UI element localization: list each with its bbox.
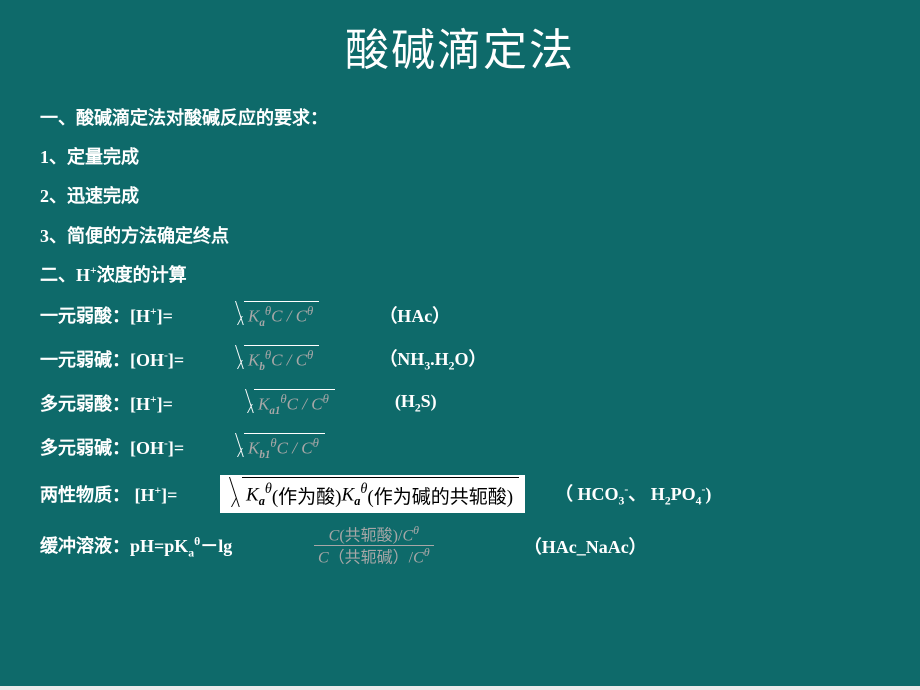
- sqrt-boxed-expr: Kaθ(作为酸)Kaθ(作为碱的共轭酸): [220, 475, 525, 513]
- eq-note: （ HCO3-、 H2PO4-): [555, 480, 711, 508]
- fraction-expr: C(共轭酸)/Cθ C（共轭碱）/Cθ: [314, 524, 434, 567]
- eq-row-poly-acid: 多元弱酸：[H+]= Ka1θC / Cθ (H2S): [40, 386, 880, 420]
- eq-label: 一元弱碱：[OH-]=: [40, 346, 230, 372]
- bottom-edge: [0, 686, 920, 690]
- eq-row-buffer: 缓冲溶液：pH=pKaθ－lg C(共轭酸)/Cθ C（共轭碱）/Cθ （HAc…: [40, 524, 880, 568]
- sqrt-expr: Ka1θC / Cθ: [240, 389, 335, 417]
- eq-label: 多元弱酸：[H+]=: [40, 390, 230, 416]
- slide: 酸碱滴定法 一、酸碱滴定法对酸碱反应的要求： 1、定量完成 2、迅速完成 3、简…: [0, 0, 920, 690]
- eq-label: 缓冲溶液：pH=pKaθ－lg: [40, 532, 296, 560]
- eq-label: 两性物质： [H+]=: [40, 481, 220, 507]
- sqrt-expr: Kb1θC / Cθ: [230, 433, 325, 461]
- eq-row-weak-acid: 一元弱酸：[H+]= KaθC / Cθ （HAc）: [40, 298, 880, 332]
- section1-item-1: 1、定量完成: [40, 145, 880, 170]
- eq-row-amphoteric: 两性物质： [H+]= Kaθ(作为酸)Kaθ(作为碱的共轭酸) （ HCO3-…: [40, 474, 880, 514]
- sqrt-expr: KaθC / Cθ: [230, 301, 319, 329]
- section2-heading: 二、H+浓度的计算: [40, 263, 880, 288]
- eq-note: （HAc）: [379, 302, 450, 328]
- eq-note: （HAc_NaAc）: [524, 533, 647, 559]
- eq-label: 多元弱碱：[OH-]=: [40, 434, 230, 460]
- eq-label: 一元弱酸：[H+]=: [40, 302, 230, 328]
- eq-row-weak-base: 一元弱碱：[OH-]= KbθC / Cθ （NH3.H2O）: [40, 342, 880, 376]
- section1-heading: 一、酸碱滴定法对酸碱反应的要求：: [40, 106, 880, 131]
- slide-title: 酸碱滴定法: [40, 14, 880, 78]
- sqrt-expr: KbθC / Cθ: [230, 345, 319, 373]
- eq-note: （NH3.H2O）: [379, 345, 486, 373]
- eq-note: (H2S): [395, 391, 437, 415]
- section1-item-2: 2、迅速完成: [40, 184, 880, 209]
- section1-item-3: 3、简便的方法确定终点: [40, 224, 880, 249]
- eq-row-poly-base: 多元弱碱：[OH-]= Kb1θC / Cθ: [40, 430, 880, 464]
